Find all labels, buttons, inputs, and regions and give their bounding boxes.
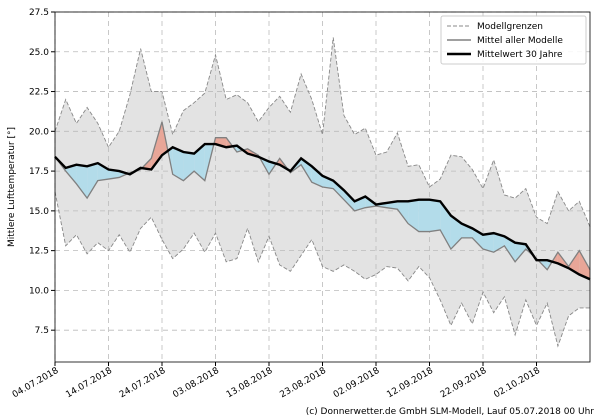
y-tick-label: 27.5 — [29, 8, 49, 18]
upper-bound-line — [54, 37, 591, 227]
below-normal-fill — [97, 163, 109, 181]
climate-mean-line — [54, 142, 591, 281]
legend-label: Modellgrenzen — [477, 22, 543, 32]
y-tick-label: 7.5 — [35, 326, 49, 336]
below-normal-fill — [408, 199, 419, 232]
x-tick-label: 03.08.2018 — [171, 366, 221, 401]
model-mean-line — [54, 121, 591, 271]
below-normal-fill — [194, 144, 205, 181]
x-tick-label: 23.08.2018 — [278, 366, 328, 401]
x-tick-label: 02.09.2018 — [332, 366, 382, 401]
y-tick-label: 10.0 — [29, 286, 49, 296]
x-tick-label: 22.09.2018 — [439, 366, 489, 401]
y-tick-label: 17.5 — [29, 167, 49, 177]
legend-box — [440, 15, 587, 65]
x-tick-label: 24.07.2018 — [118, 366, 168, 401]
y-tick-label: 12.5 — [29, 247, 49, 257]
below-normal-fill — [301, 158, 312, 183]
below-normal-fill — [172, 147, 184, 181]
below-normal-fill — [343, 190, 355, 211]
y-tick-label: 15.0 — [29, 207, 49, 217]
below-normal-fill — [76, 164, 88, 199]
below-normal-fill — [183, 152, 195, 181]
below-normal-fill — [311, 166, 323, 187]
below-normal-fill — [322, 175, 334, 189]
x-tick-label: 12.09.2018 — [385, 366, 435, 401]
below-normal-fill — [65, 164, 77, 184]
x-tick-label: 02.10.2018 — [492, 366, 542, 401]
model-range-band — [55, 37, 590, 347]
below-normal-fill — [87, 163, 98, 199]
above-normal-fill — [579, 250, 590, 280]
below-normal-fill — [483, 233, 494, 253]
footer: (c) Donnerwetter.de GmbH SLM-Modell, Lau… — [306, 407, 595, 417]
x-tick-label: 14.07.2018 — [64, 366, 114, 401]
below-normal-fill — [504, 236, 516, 262]
below-normal-fill — [333, 180, 344, 200]
legend-label: Mittel aller Modelle — [477, 36, 563, 46]
below-normal-fill — [515, 242, 526, 262]
lower-bound-line — [54, 191, 590, 348]
plot-frame — [54, 11, 591, 363]
x-tick-label: 04.07.2018 — [11, 366, 61, 401]
legend-label: Mittelwert 30 Jahre — [477, 50, 563, 60]
y-tick-label: 22.5 — [29, 88, 49, 98]
y-tick-label: 20.0 — [29, 127, 49, 137]
y-axis-label: Mittlere Lufttemperatur [°] — [7, 127, 17, 247]
y-tick-label: 25.0 — [29, 48, 49, 58]
below-normal-fill — [397, 201, 409, 224]
below-normal-fill — [418, 199, 430, 232]
below-normal-fill — [493, 233, 505, 253]
x-tick-label: 13.08.2018 — [225, 366, 275, 401]
below-normal-fill — [429, 199, 441, 232]
